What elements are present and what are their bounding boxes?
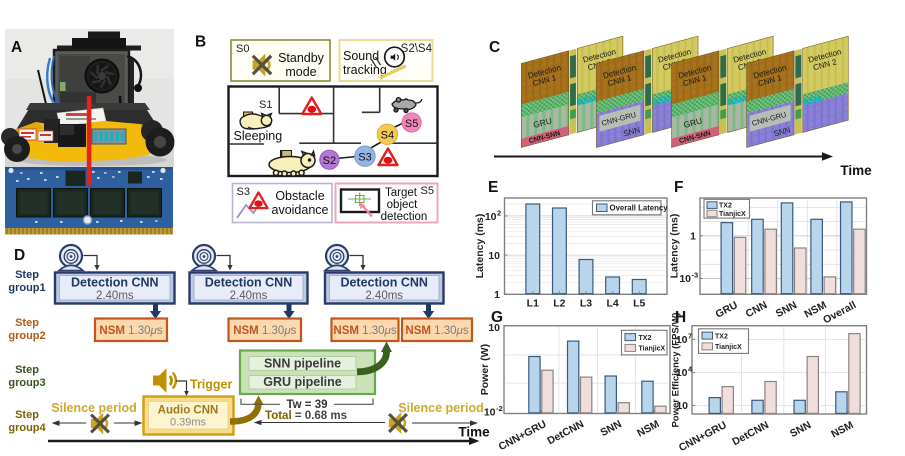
svg-text:10: 10 — [676, 400, 688, 412]
svg-text:E: E — [488, 179, 498, 196]
svg-text:mode: mode — [285, 65, 316, 79]
svg-text:L3: L3 — [580, 298, 592, 310]
svg-text:Time: Time — [840, 163, 872, 178]
svg-text:avoidance: avoidance — [272, 203, 329, 217]
svg-text:Latency (ms): Latency (ms) — [669, 214, 681, 279]
svg-text:NSM 1.30μs: NSM 1.30μs — [333, 325, 396, 337]
svg-text:group3: group3 — [8, 377, 45, 389]
svg-text:F: F — [674, 179, 683, 196]
svg-text:NSM: NSM — [576, 93, 597, 108]
svg-text:TianjicX: TianjicX — [719, 211, 746, 218]
svg-text:-3: -3 — [692, 271, 699, 280]
svg-text:S1: S1 — [259, 99, 272, 111]
svg-text:group1: group1 — [8, 282, 45, 294]
svg-text:GRU: GRU — [682, 115, 703, 130]
svg-text:Tw = 39: Tw = 39 — [286, 399, 327, 411]
svg-text:Sound: Sound — [343, 49, 379, 63]
svg-text:NSM 1.30μs: NSM 1.30μs — [99, 325, 162, 337]
svg-text:2.40ms: 2.40ms — [96, 290, 134, 302]
svg-text:Step: Step — [15, 364, 39, 376]
svg-text:NSM 1.30μs: NSM 1.30μs — [405, 325, 468, 337]
svg-text:GRU: GRU — [532, 115, 553, 130]
svg-text:TX2: TX2 — [639, 335, 652, 342]
svg-text:SNN: SNN — [773, 125, 792, 138]
svg-text:10: 10 — [676, 367, 688, 379]
svg-text:Trigger: Trigger — [190, 378, 233, 392]
svg-text:L2: L2 — [553, 298, 565, 310]
svg-text:2.40ms: 2.40ms — [230, 290, 268, 302]
svg-text:TianjicX: TianjicX — [715, 344, 742, 351]
svg-text:NSM: NSM — [651, 93, 672, 108]
svg-text:Detection CNN: Detection CNN — [71, 276, 159, 290]
svg-text:Silence period: Silence period — [51, 401, 136, 415]
svg-text:10: 10 — [676, 334, 688, 346]
svg-text:-2: -2 — [496, 404, 503, 413]
svg-text:1: 1 — [494, 289, 500, 301]
svg-text:Obstacle: Obstacle — [275, 189, 324, 203]
svg-text:Total = 0.68 ms: Total = 0.68 ms — [265, 410, 347, 422]
svg-text:0.39ms: 0.39ms — [170, 417, 207, 429]
svg-text:Step: Step — [15, 269, 39, 281]
svg-text:Detection CNN: Detection CNN — [340, 276, 428, 290]
svg-text:Sleeping: Sleeping — [234, 129, 283, 143]
svg-text:Latency (ms): Latency (ms) — [474, 214, 486, 279]
svg-text:Step: Step — [15, 317, 39, 329]
svg-text:Step: Step — [15, 409, 39, 421]
svg-text:S2\S4: S2\S4 — [401, 43, 433, 55]
svg-text:7: 7 — [688, 331, 692, 340]
svg-text:10: 10 — [485, 211, 497, 223]
svg-text:Standby: Standby — [278, 51, 325, 65]
svg-text:D: D — [14, 247, 25, 264]
svg-text:4: 4 — [688, 365, 693, 374]
svg-text:C: C — [489, 39, 500, 56]
svg-text:G: G — [491, 309, 503, 326]
svg-text:Audio CNN: Audio CNN — [158, 405, 219, 417]
svg-text:NSM: NSM — [726, 93, 747, 108]
svg-text:S5: S5 — [421, 185, 434, 197]
svg-text:S4: S4 — [381, 130, 394, 142]
svg-text:L5: L5 — [633, 298, 645, 310]
svg-text:10: 10 — [679, 273, 691, 285]
svg-text:L1: L1 — [527, 298, 539, 310]
svg-text:SNN: SNN — [622, 125, 641, 138]
svg-text:TX2: TX2 — [719, 203, 732, 210]
svg-text:Target: Target — [385, 187, 418, 199]
svg-text:S5: S5 — [405, 118, 418, 130]
svg-text:TianjicX: TianjicX — [639, 346, 666, 353]
svg-text:NSM 1.30μs: NSM 1.30μs — [233, 325, 296, 337]
svg-text:10: 10 — [488, 322, 500, 334]
svg-text:2: 2 — [497, 208, 501, 217]
svg-text:Detection CNN: Detection CNN — [205, 276, 293, 290]
svg-text:S0: S0 — [236, 43, 249, 55]
svg-text:L4: L4 — [606, 298, 618, 310]
svg-text:Silence period: Silence period — [398, 401, 483, 415]
svg-text:Power Efficiency (FPS/W): Power Efficiency (FPS/W) — [671, 312, 682, 427]
svg-text:B: B — [195, 34, 206, 51]
svg-text:10: 10 — [484, 406, 496, 418]
svg-text:S2: S2 — [323, 155, 336, 167]
svg-text:TX2: TX2 — [715, 333, 728, 340]
svg-text:1: 1 — [690, 231, 696, 243]
svg-text:detection: detection — [381, 211, 428, 223]
svg-text:GRU pipeline: GRU pipeline — [263, 375, 342, 389]
svg-text:Power (W): Power (W) — [479, 344, 491, 395]
svg-text:S3: S3 — [358, 152, 371, 164]
svg-text:Overall Latency: Overall Latency — [610, 204, 669, 213]
svg-text:group2: group2 — [8, 330, 45, 342]
svg-text:10: 10 — [488, 250, 500, 262]
svg-text:Time: Time — [458, 425, 490, 440]
svg-text:2.40ms: 2.40ms — [365, 290, 403, 302]
svg-text:H: H — [675, 309, 686, 326]
svg-text:SNN pipeline: SNN pipeline — [264, 357, 341, 371]
svg-text:A: A — [11, 39, 22, 56]
svg-text:S3: S3 — [237, 186, 250, 198]
svg-text:NSM: NSM — [802, 93, 823, 108]
svg-text:group4: group4 — [8, 422, 46, 434]
svg-text:object: object — [387, 199, 418, 211]
